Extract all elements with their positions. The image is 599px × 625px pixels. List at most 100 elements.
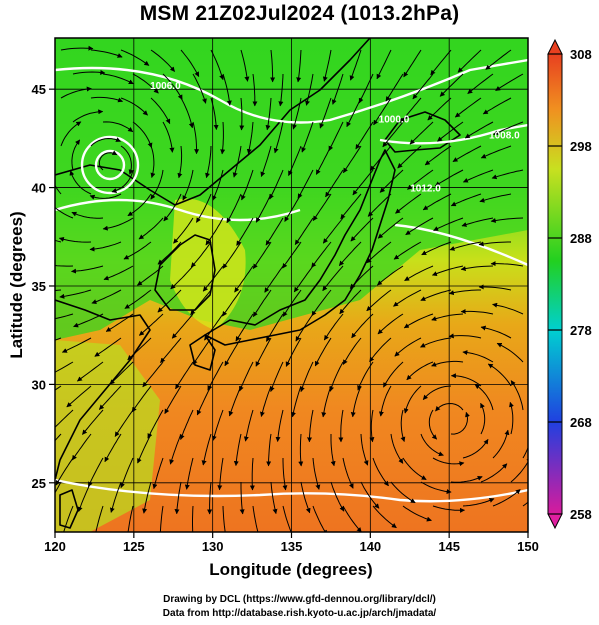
- streamline: [300, 361, 314, 393]
- streamline: [249, 457, 255, 491]
- colorbar-ticks: 308 298 288 278 268 258: [548, 47, 592, 522]
- streamline: [162, 73, 183, 100]
- streamline: [252, 73, 258, 107]
- streamline: [342, 337, 362, 365]
- streamline: [424, 145, 452, 166]
- streamline: [430, 49, 452, 76]
- isobar-labels: 1006.0 1000.0 1008.0 1012.0: [150, 81, 520, 194]
- streamline: [370, 145, 392, 171]
- streamline: [69, 170, 92, 195]
- streamline: [428, 409, 438, 440]
- streamline: [98, 150, 118, 171]
- streamline: [493, 121, 524, 136]
- streamline: [192, 505, 194, 532]
- streamline: [87, 457, 104, 487]
- lat-lon-grid: [55, 38, 528, 532]
- streamline: [196, 385, 212, 416]
- streamline: [422, 193, 452, 211]
- streamline: [406, 361, 434, 381]
- streamline: [510, 380, 524, 411]
- streamline: [404, 265, 434, 282]
- streamline: [275, 409, 284, 442]
- streamline: [55, 433, 62, 442]
- streamline: [462, 169, 494, 183]
- streamline: [377, 217, 404, 239]
- streamline: [421, 241, 452, 256]
- streamline: [474, 384, 494, 411]
- streamline: [323, 313, 344, 341]
- streamline: [288, 145, 302, 176]
- streamline: [60, 121, 82, 147]
- streamline: [111, 169, 134, 193]
- credit-drawing: Drawing by DCL (https://www.gfd-dennou.o…: [163, 594, 436, 605]
- streamline: [150, 49, 175, 72]
- streamline: [349, 265, 374, 289]
- streamline: [120, 145, 134, 175]
- streamline: [239, 482, 245, 515]
- streamline: [478, 241, 511, 247]
- streamline: [211, 409, 224, 441]
- streamline: [305, 73, 314, 106]
- streamline: [180, 49, 200, 77]
- streamline: [295, 313, 314, 342]
- streamline: [462, 438, 489, 459]
- streamline: [228, 385, 242, 417]
- streamline: [509, 401, 514, 435]
- streamline: [450, 373, 482, 387]
- streamline: [339, 289, 362, 315]
- streamline: [234, 265, 254, 293]
- streamline: [360, 481, 380, 509]
- streamline: [270, 481, 278, 515]
- streamline: [246, 121, 254, 155]
- streamline: [322, 217, 344, 244]
- streamline: [431, 360, 464, 367]
- streamline: [114, 409, 134, 437]
- streamline: [102, 73, 134, 85]
- streamline: [132, 121, 153, 148]
- streamline: [91, 289, 122, 304]
- colorbar-tick-label: 278: [570, 323, 592, 338]
- streamline: [170, 265, 194, 290]
- streamline: [292, 97, 302, 130]
- streamline: [492, 429, 510, 459]
- streamline: [328, 121, 344, 152]
- y-tick-label: 30: [32, 377, 46, 392]
- streamline: [182, 169, 194, 201]
- streamline: [55, 239, 62, 243]
- streamline: [407, 169, 434, 190]
- streamline: [432, 505, 465, 513]
- streamline: [378, 385, 392, 417]
- streamline: [340, 193, 362, 220]
- streamline: [400, 409, 406, 442]
- streamline: [77, 481, 92, 512]
- streamline: [291, 385, 302, 418]
- streamline: [367, 193, 392, 217]
- plot-area: 1006.0 1000.0 1008.0 1012.0: [55, 38, 528, 532]
- streamline: [402, 505, 432, 522]
- streamline: [480, 325, 512, 339]
- streamline: [136, 265, 164, 286]
- streamline: [409, 121, 434, 145]
- streamline: [94, 337, 122, 357]
- streamline: [138, 313, 164, 336]
- streamline: [124, 289, 152, 309]
- streamline: [120, 97, 148, 116]
- streamline: [220, 121, 226, 155]
- streamline: [171, 313, 194, 339]
- streamline: [201, 433, 212, 466]
- streamline: [66, 385, 92, 408]
- streamline: [314, 337, 332, 367]
- low-pressure-center: [80, 135, 140, 195]
- streamline: [321, 385, 332, 418]
- streamline: [495, 73, 524, 92]
- isobar-line: [55, 198, 301, 222]
- streamline: [282, 241, 302, 269]
- streamline: [164, 385, 182, 415]
- streamline: [427, 97, 452, 121]
- x-tick-label: 140: [359, 539, 381, 554]
- streamline: [137, 433, 152, 464]
- streamline: [480, 463, 508, 483]
- streamline: [312, 457, 321, 490]
- coast-china: [55, 299, 151, 481]
